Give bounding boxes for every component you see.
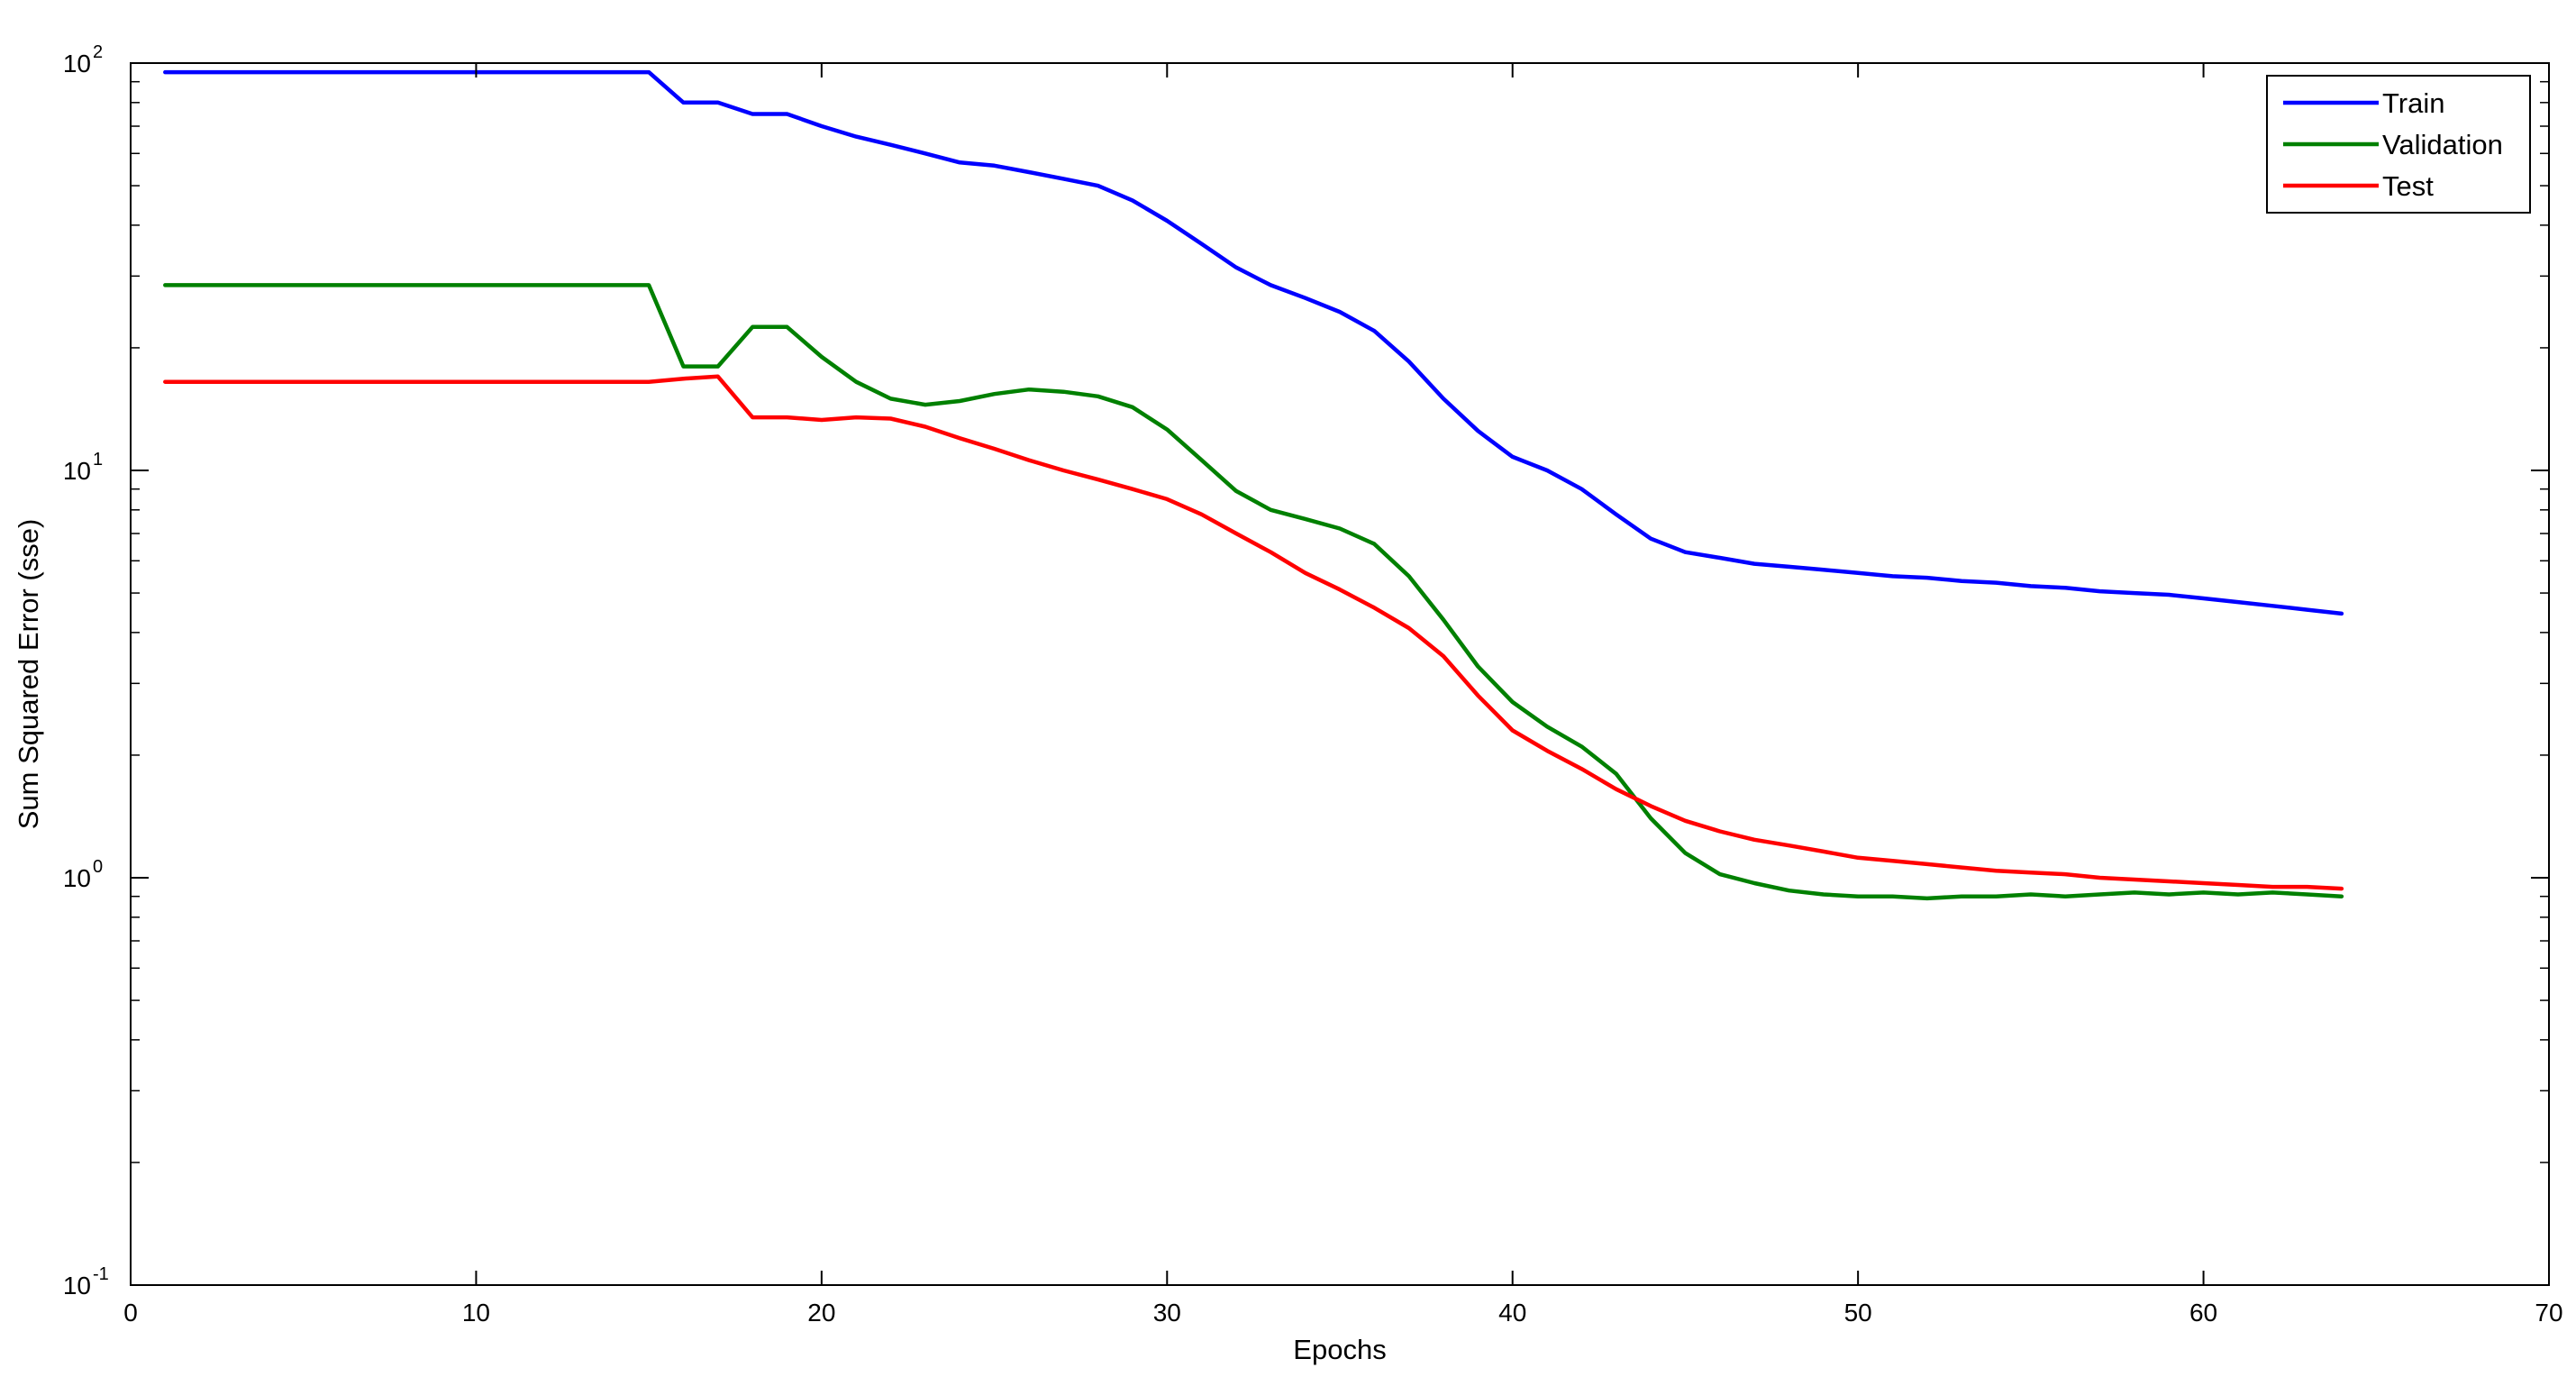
series-line-test [163, 374, 2344, 891]
x-tick-label: 30 [1153, 1299, 1181, 1327]
x-axis-title: Epochs [1293, 1334, 1386, 1365]
y-tick-exponent: 1 [93, 450, 103, 470]
legend-label: Train [2382, 87, 2444, 119]
y-tick-exponent: 2 [93, 42, 103, 62]
y-tick-label: 10 1 [63, 450, 103, 485]
x-tick-label: 50 [1844, 1299, 1872, 1327]
legend-label: Test [2382, 170, 2434, 202]
y-tick-exponent: 0 [93, 857, 103, 877]
x-tick-label: 0 [123, 1299, 138, 1327]
series-line-train [163, 69, 2344, 616]
x-axis: 0 10 20 30 40 50 60 70 [123, 63, 2563, 1327]
x-tick-label: 60 [2189, 1299, 2217, 1327]
x-tick-label: 20 [807, 1299, 835, 1327]
y-tick-base: 10 [63, 50, 91, 78]
y-tick-exponent: -1 [93, 1264, 109, 1284]
legend: Train Validation Test [2266, 75, 2531, 214]
plot-area [131, 63, 2549, 1285]
y-tick-base: 10 [63, 457, 91, 485]
x-tick-label: 10 [462, 1299, 490, 1327]
legend-label: Validation [2382, 129, 2503, 160]
plot-frame [130, 62, 2550, 1286]
y-tick-label: 10 -1 [63, 1264, 109, 1299]
y-tick-label: 10 0 [63, 857, 103, 892]
x-tick-label: 40 [1498, 1299, 1526, 1327]
y-tick-base: 10 [63, 1272, 91, 1299]
y-tick-label: 10 2 [63, 42, 103, 78]
series-layer [163, 69, 2344, 901]
x-tick-label: 70 [2535, 1299, 2562, 1327]
y-axis-title: Sum Squared Error (sse) [13, 519, 44, 830]
y-tick-base: 10 [63, 864, 91, 892]
series-line-validation [163, 283, 2344, 901]
